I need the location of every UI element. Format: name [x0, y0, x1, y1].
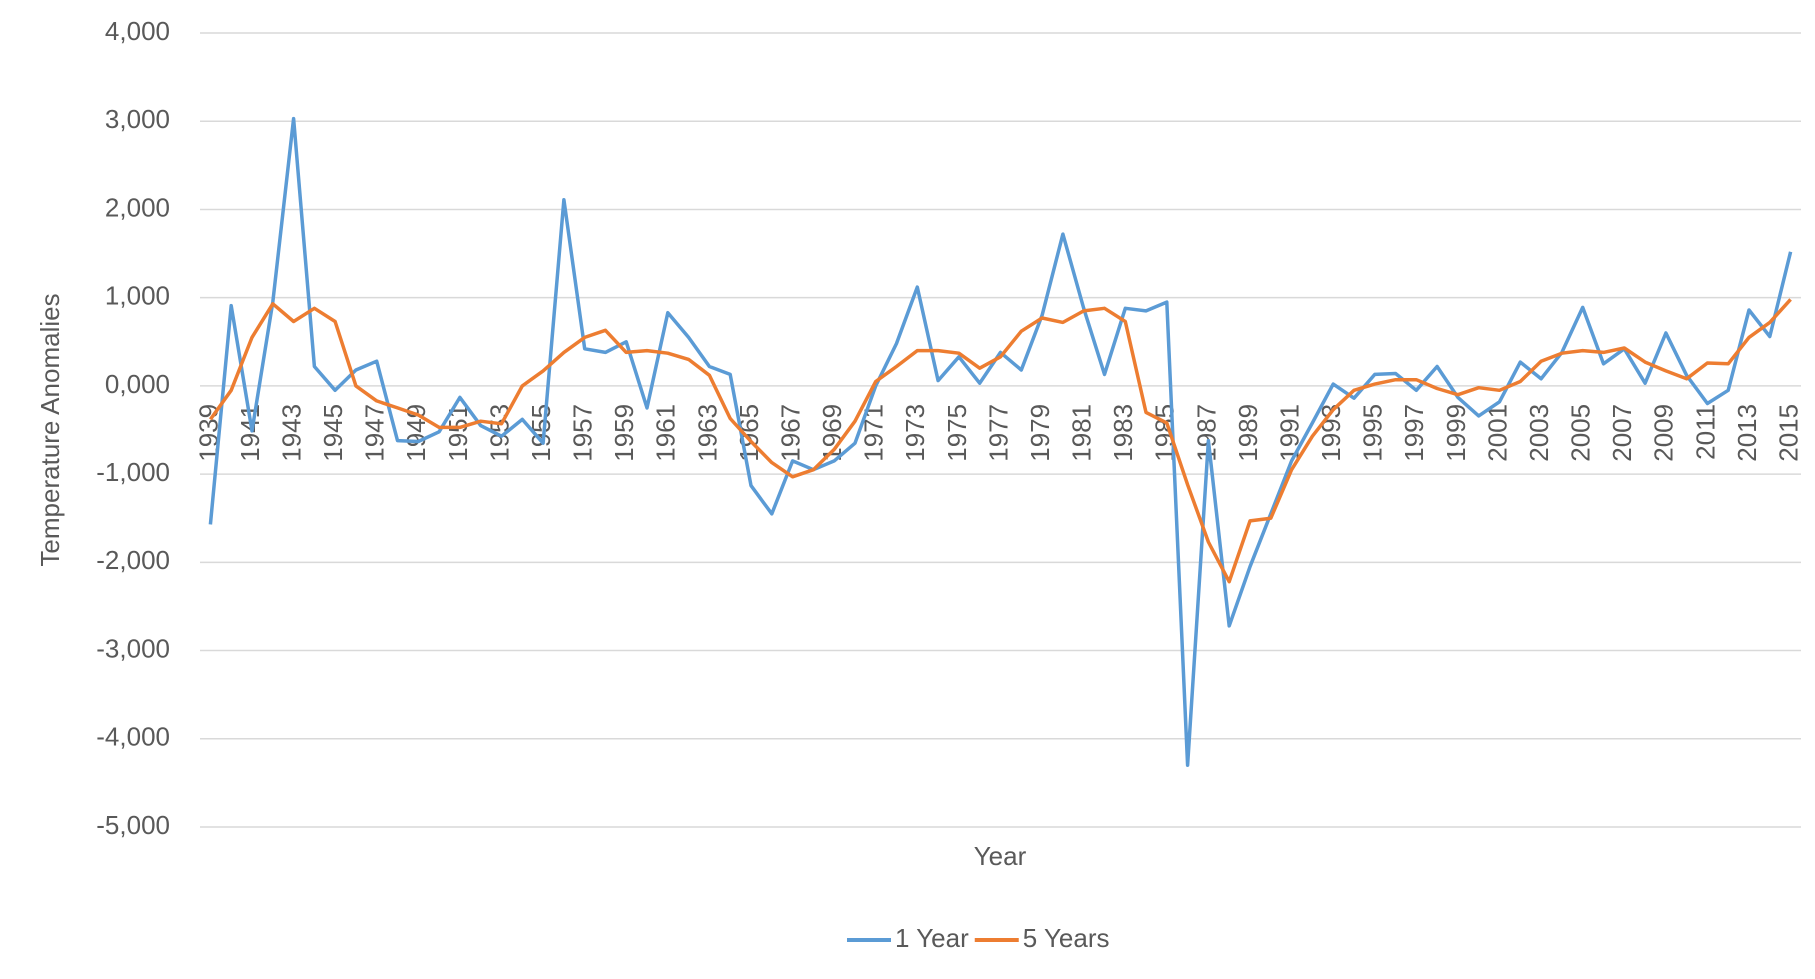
legend-label: 5 Years — [1023, 923, 1110, 953]
x-tick-label: 1975 — [942, 404, 972, 462]
x-tick-label: 1995 — [1358, 404, 1388, 462]
x-tick-label: 1963 — [692, 404, 722, 462]
x-tick-label: 1943 — [276, 404, 306, 462]
data-line — [208, 298, 1792, 584]
x-tick-label: 2013 — [1732, 404, 1762, 462]
x-tick-label: 1957 — [568, 404, 598, 462]
x-tick-label: 2015 — [1773, 404, 1803, 462]
x-tick-label: 1997 — [1399, 404, 1429, 462]
x-tick-label: 1953 — [484, 404, 514, 462]
x-tick-label: 1947 — [360, 404, 390, 462]
data-line — [208, 116, 1793, 767]
y-tick-label: -1,000 — [96, 457, 170, 487]
y-tick-label: 4,000 — [105, 16, 170, 46]
x-tick-label: 1959 — [609, 404, 639, 462]
y-axis-title: Temperature Anomalies — [35, 293, 65, 566]
x-tick-label: 1977 — [983, 404, 1013, 462]
x-tick-label: 1981 — [1067, 404, 1097, 462]
x-tick-label: 1989 — [1233, 404, 1263, 462]
x-tick-label: 2005 — [1566, 404, 1596, 462]
x-tick-label: 2001 — [1482, 404, 1512, 462]
x-tick-label: 1991 — [1274, 404, 1304, 462]
x-tick-label: 1967 — [775, 404, 805, 462]
x-tick-label: 2009 — [1649, 404, 1679, 462]
y-tick-label: 1,000 — [105, 281, 170, 311]
x-tick-label: 2003 — [1524, 404, 1554, 462]
x-tick-label: 1999 — [1441, 404, 1471, 462]
x-tick-label: 1951 — [443, 404, 473, 462]
x-tick-label: 1945 — [318, 404, 348, 462]
y-tick-label: 3,000 — [105, 104, 170, 134]
x-tick-label: 1979 — [1025, 404, 1055, 462]
y-tick-label: 2,000 — [105, 192, 170, 222]
y-tick-label: -3,000 — [96, 633, 170, 663]
x-tick-label: 1955 — [526, 404, 556, 462]
y-tick-label: -5,000 — [96, 810, 170, 840]
x-tick-label: 1961 — [651, 404, 681, 462]
x-tick-label: 2007 — [1607, 404, 1637, 462]
x-tick-label: 1971 — [859, 404, 889, 462]
y-tick-label: 0,000 — [105, 369, 170, 399]
y-tick-label: -4,000 — [96, 722, 170, 752]
legend-label: 1 Year — [895, 923, 969, 953]
x-tick-label: 1983 — [1108, 404, 1138, 462]
x-tick-label: 2011 — [1690, 404, 1720, 460]
y-tick-label: -2,000 — [96, 545, 170, 575]
x-axis-title: Year — [974, 841, 1027, 871]
x-tick-label: 1973 — [900, 404, 930, 462]
